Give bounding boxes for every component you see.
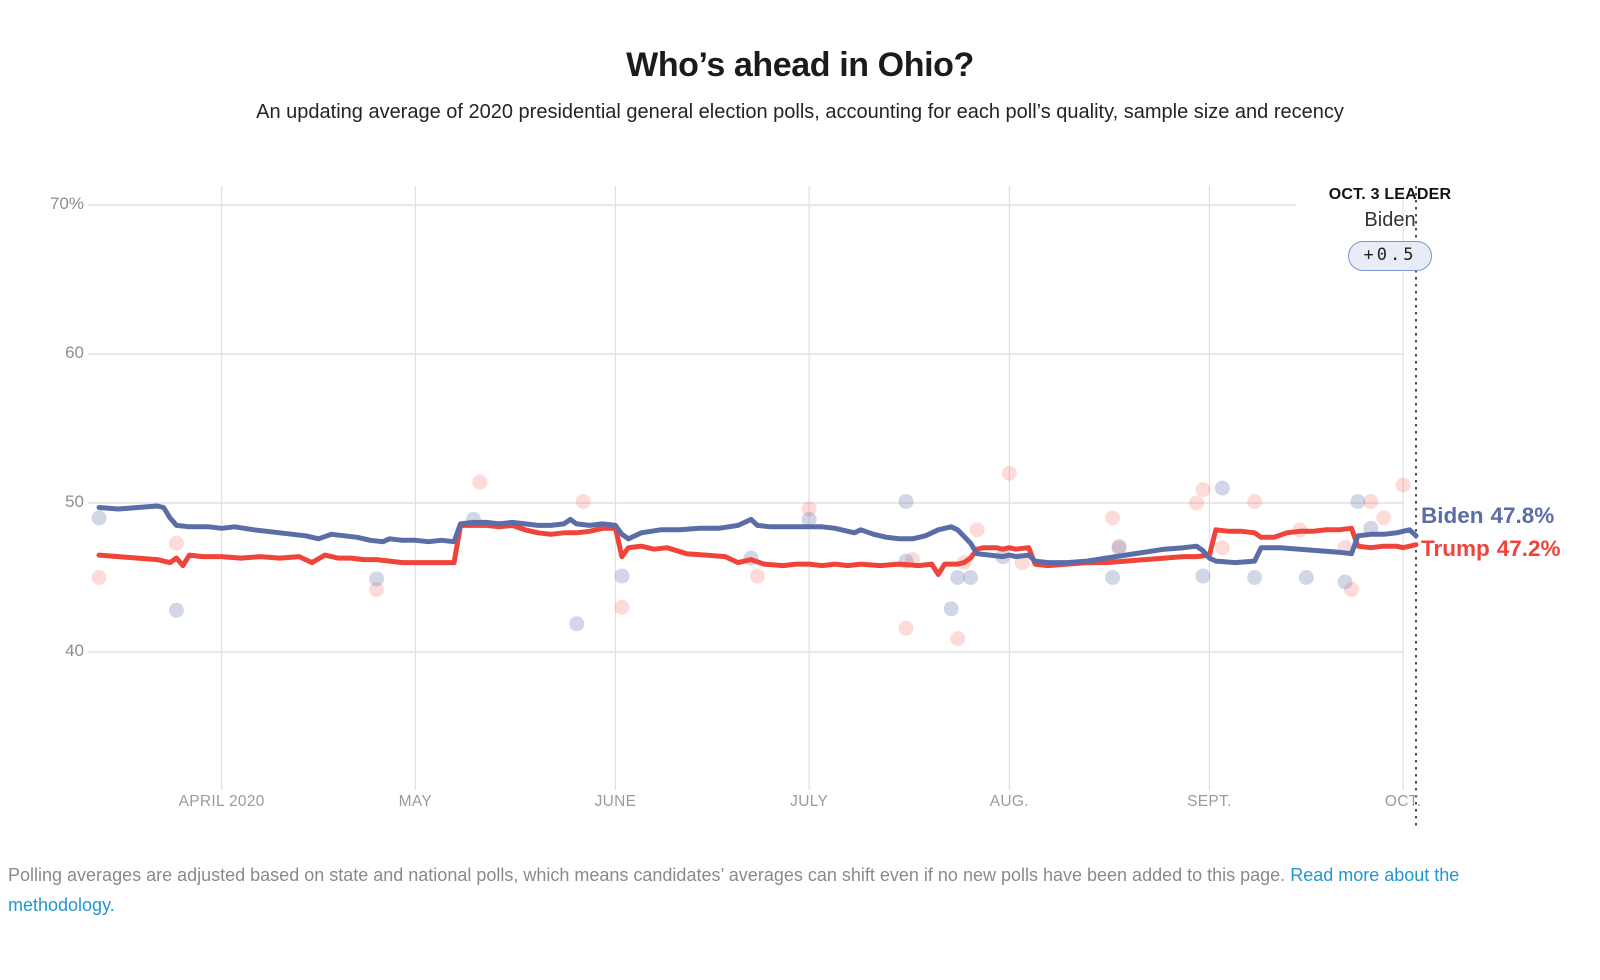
- methodology-link[interactable]: Read more about the methodology.: [8, 865, 1460, 915]
- month-label: JULY: [790, 793, 829, 810]
- trump-poll-dot: [750, 568, 766, 584]
- biden-poll-dot: [1105, 570, 1121, 585]
- footnote: Polling averages are adjusted based on s…: [8, 860, 1553, 920]
- biden-poll-dot: [950, 570, 966, 585]
- biden-end-label: Biden 47.8%: [1421, 503, 1554, 529]
- biden-poll-dot: [91, 510, 107, 526]
- biden-poll-dot: [168, 602, 184, 618]
- month-label: APRIL 2020: [178, 793, 265, 810]
- trump-poll-dot: [1376, 510, 1392, 526]
- trump-end-label: Trump 47.2%: [1421, 536, 1561, 562]
- y-tick-label: 60: [65, 343, 84, 362]
- chart-subtitle: An updating average of 2020 presidential…: [256, 101, 1344, 123]
- biden-end-value: 47.8%: [1490, 503, 1555, 528]
- trump-poll-dot: [898, 620, 914, 636]
- trump-poll-dot: [168, 535, 184, 551]
- month-label: JUNE: [594, 793, 637, 810]
- biden-poll-dot: [614, 568, 630, 584]
- month-label: OCT.: [1384, 793, 1422, 810]
- y-tick-label: 40: [65, 641, 84, 660]
- biden-poll-dot: [1247, 570, 1263, 585]
- leader-margin-pill: +0.5: [1347, 241, 1433, 271]
- leader-name: Biden: [1364, 209, 1416, 231]
- biden-poll-dot: [1195, 568, 1211, 584]
- biden-poll-dot: [898, 494, 914, 510]
- trump-poll-dot: [1111, 538, 1127, 554]
- trump-poll-dot: [1105, 510, 1121, 526]
- leader-date-heading: OCT. 3 LEADER: [1328, 186, 1452, 203]
- biden-poll-dot: [1350, 494, 1366, 510]
- biden-poll-dot: [963, 570, 979, 585]
- trump-poll-dot: [1343, 581, 1359, 597]
- biden-poll-dot: [943, 601, 959, 617]
- trump-poll-dot: [1247, 494, 1263, 510]
- trump-poll-dot: [1014, 555, 1030, 571]
- biden-poll-dot: [1111, 540, 1127, 556]
- trump-poll-dot: [1189, 495, 1205, 511]
- trump-poll-dot: [969, 522, 985, 538]
- month-label: MAY: [398, 793, 433, 810]
- trump-poll-dot: [614, 599, 630, 615]
- biden-poll-dot: [569, 616, 585, 632]
- biden-poll-dot: [369, 571, 385, 587]
- biden-poll-dot: [1298, 570, 1314, 585]
- biden-end-name: Biden: [1421, 503, 1484, 528]
- trump-poll-dot: [1195, 482, 1211, 498]
- trump-poll-dot: [950, 631, 966, 647]
- trump-poll-dot: [1001, 465, 1017, 481]
- trump-poll-dot: [369, 581, 385, 597]
- month-label: AUG.: [989, 793, 1029, 810]
- trump-end-name: Trump: [1421, 536, 1490, 561]
- chart-title: Who’s ahead in Ohio?: [626, 46, 974, 84]
- y-tick-label: 70%: [49, 194, 84, 213]
- trump-poll-dot: [1395, 477, 1411, 493]
- footnote-text: Polling averages are adjusted based on s…: [8, 865, 1286, 885]
- y-tick-label: 50: [65, 492, 84, 511]
- trump-poll-dot: [1363, 494, 1379, 510]
- biden-average-line: [96, 503, 1419, 566]
- leader-annotation: OCT. 3 LEADER Biden +0.5: [1295, 186, 1485, 271]
- trump-poll-dot: [91, 570, 107, 585]
- biden-poll-dot: [1214, 480, 1230, 496]
- trump-poll-dot: [472, 474, 488, 490]
- biden-poll-dot: [801, 511, 817, 527]
- biden-poll-dot: [1337, 574, 1353, 590]
- trump-poll-dot: [575, 494, 591, 510]
- trump-average-line: [96, 522, 1419, 577]
- trump-poll-dot: [1214, 540, 1230, 556]
- trump-end-value: 47.2%: [1496, 536, 1561, 561]
- trump-poll-dot: [801, 501, 817, 517]
- month-label: SEPT.: [1187, 793, 1232, 810]
